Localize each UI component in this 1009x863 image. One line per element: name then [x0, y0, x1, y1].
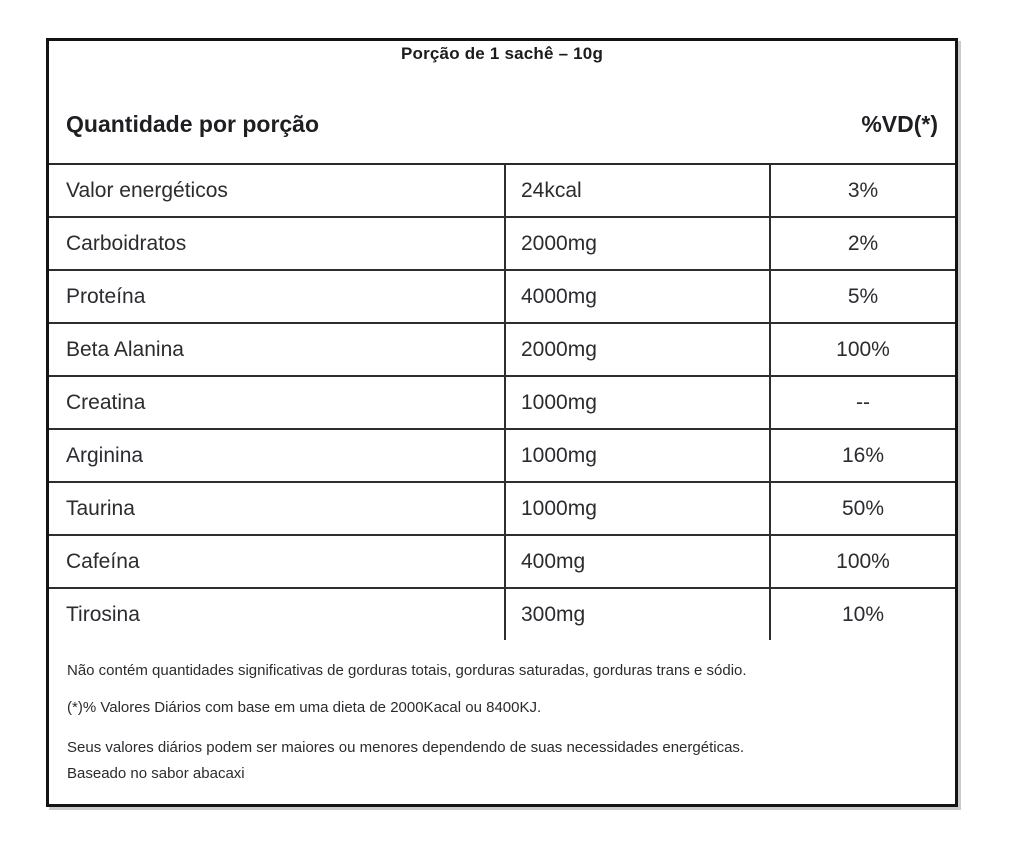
table-row: Arginina 1000mg 16% [48, 428, 956, 483]
nutrient-name-cell: Carboidratos [48, 216, 506, 271]
daily-value-cell: 10% [769, 587, 956, 641]
daily-value-cell: 5% [769, 269, 956, 324]
daily-value-cell: 3% [769, 164, 956, 218]
daily-value-cell: 100% [769, 534, 956, 589]
amount-cell: 4000mg [504, 269, 771, 324]
amount-cell: 2000mg [504, 216, 771, 271]
daily-value-header: %VD(*) [861, 111, 938, 137]
amount-cell: 1000mg [504, 375, 771, 430]
table-row: Proteína 4000mg 5% [48, 269, 956, 324]
amount-per-serving-header: Quantidade por porção [66, 111, 320, 137]
table-row: Valor energéticos 24kcal 3% [48, 164, 956, 218]
amount-cell: 1000mg [504, 481, 771, 536]
nutrient-name-cell: Cafeína [48, 534, 506, 589]
footnote-daily-values-basis: (*)% Valores Diários com base em uma die… [67, 699, 542, 717]
table-row: Creatina 1000mg -- [48, 375, 956, 430]
nutrient-name-cell: Arginina [48, 428, 506, 483]
nutrient-name-cell: Proteína [48, 269, 506, 324]
amount-cell: 24kcal [504, 164, 771, 218]
table-row: Taurina 1000mg 50% [48, 481, 956, 536]
nutrition-table: Valor energéticos 24kcal 3% Carboidratos… [48, 164, 956, 641]
daily-value-cell: 100% [769, 322, 956, 377]
daily-value-cell: -- [769, 375, 956, 430]
nutrient-name-cell: Taurina [48, 481, 506, 536]
daily-value-cell: 16% [769, 428, 956, 483]
panel-header: Porção de 1 sachê – 10g Quantidade por p… [49, 41, 955, 165]
footnote-no-significant-amounts: Não contém quantidades significativas de… [67, 662, 747, 679]
amount-cell: 400mg [504, 534, 771, 589]
nutrient-name-cell: Beta Alanina [48, 322, 506, 377]
serving-size-title: Porção de 1 sachê – 10g [400, 44, 604, 63]
footnote-flavor-basis: Baseado no sabor abacaxi [67, 764, 245, 782]
amount-cell: 300mg [504, 587, 771, 641]
daily-value-cell: 50% [769, 481, 956, 536]
table-row: Cafeína 400mg 100% [48, 534, 956, 589]
nutrient-name-cell: Valor energéticos [48, 164, 506, 218]
footnotes-section: Não contém quantidades significativas de… [49, 640, 955, 804]
amount-cell: 2000mg [504, 322, 771, 377]
column-header-row: Quantidade por porção %VD(*) [66, 111, 938, 163]
nutrition-table-body: Valor energéticos 24kcal 3% Carboidratos… [48, 164, 956, 641]
footnote-values-may-vary: Seus valores diários podem ser maiores o… [67, 738, 745, 756]
nutrient-name-cell: Tirosina [48, 587, 506, 641]
table-row: Tirosina 300mg 10% [48, 587, 956, 641]
table-row: Beta Alanina 2000mg 100% [48, 322, 956, 377]
daily-value-cell: 2% [769, 216, 956, 271]
nutrient-name-cell: Creatina [48, 375, 506, 430]
amount-cell: 1000mg [504, 428, 771, 483]
table-row: Carboidratos 2000mg 2% [48, 216, 956, 271]
nutrition-facts-panel: Porção de 1 sachê – 10g Quantidade por p… [46, 38, 958, 807]
